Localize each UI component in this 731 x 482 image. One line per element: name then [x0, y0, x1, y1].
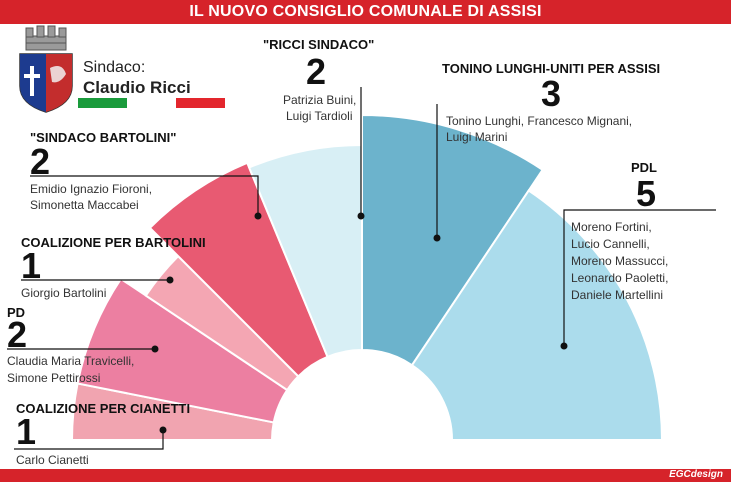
seat-slice-pdl	[410, 189, 664, 441]
member-pdl-1: Moreno Fortini,	[571, 220, 652, 234]
assisi-coat-of-arms-icon	[19, 25, 73, 113]
bottom-bar: EGCdesign	[0, 469, 731, 482]
mayor-name: Claudio Ricci	[83, 78, 191, 97]
brand-logo: EGCdesign	[669, 469, 723, 480]
label-sindaco-bartolini: "SINDACO BARTOLINI"	[30, 130, 177, 145]
italian-flag-strip	[78, 98, 225, 108]
page-title: IL NUOVO CONSIGLIO COMUNALE DI ASSISI	[189, 3, 542, 20]
member-ricci-2: Luigi Tardioli	[286, 109, 353, 123]
seat-slice-sindaco_bartolini	[148, 161, 329, 378]
leader-dot-sindaco_bartolini	[254, 212, 262, 220]
count-pd: 2	[7, 314, 28, 355]
member-pdl-2: Lucio Cannelli,	[571, 237, 650, 251]
leader-dot-pd	[151, 345, 159, 353]
leader-line-sindaco_bartolini	[30, 175, 259, 216]
label-pd: PD	[7, 305, 26, 320]
count-cianetti: 1	[16, 411, 37, 452]
member-cb-1: Giorgio Bartolini	[21, 286, 107, 300]
leader-dot-ricci_sindaco	[357, 212, 365, 220]
leader-dot-cianetti	[159, 426, 167, 434]
label-coal-bartolini: COALIZIONE PER BARTOLINI	[21, 235, 206, 250]
count-ricci-sindaco: 2	[306, 51, 327, 92]
leader-dot-coal_bartolini	[166, 276, 174, 284]
member-pdl-3: Moreno Massucci,	[571, 254, 669, 268]
flag-red	[176, 98, 225, 108]
label-ricci-sindaco: "RICCI SINDACO"	[263, 37, 375, 52]
leader-dot-pdl	[560, 342, 568, 350]
label-tonino: TONINO LUNGHI-UNITI PER ASSISI	[442, 61, 661, 76]
count-coal-bartolini: 1	[21, 245, 42, 286]
member-cianetti-1: Carlo Cianetti	[16, 453, 89, 467]
member-sb-1: Emidio Ignazio Fioroni,	[30, 182, 153, 196]
flag-green	[78, 98, 127, 108]
member-ricci-1: Patrizia Buini,	[283, 93, 357, 107]
leader-line-pdl	[563, 209, 716, 346]
title-bar: IL NUOVO CONSIGLIO COMUNALE DI ASSISI	[0, 0, 731, 24]
count-tonino: 3	[541, 73, 562, 114]
flag-white	[127, 98, 176, 108]
member-pd-2: Simone Pettirossi	[7, 371, 101, 385]
seat-slice-pd	[76, 277, 289, 424]
label-cianetti: COALIZIONE PER CIANETTI	[16, 401, 191, 416]
member-tonino-1: Tonino Lunghi, Francesco Mignani,	[446, 114, 633, 128]
leader-line-cianetti	[14, 430, 164, 450]
member-sb-2: Simonetta Maccabei	[30, 198, 139, 212]
seat-slice-tonino	[361, 113, 544, 367]
member-pdl-4: Leonardo Paoletti,	[571, 271, 669, 285]
label-pdl: PDL	[631, 160, 657, 175]
seat-slice-ricci_sindaco	[247, 143, 363, 359]
count-sindaco-bartolini: 2	[30, 141, 51, 182]
leader-dot-tonino	[433, 234, 441, 242]
mayor-label: Sindaco:	[83, 59, 146, 76]
member-pdl-5: Daniele Martellini	[571, 288, 664, 302]
count-pdl: 5	[636, 173, 657, 214]
member-pd-1: Claudia Maria Travicelli,	[7, 354, 135, 368]
member-tonino-2: Luigi Marini	[446, 130, 508, 144]
